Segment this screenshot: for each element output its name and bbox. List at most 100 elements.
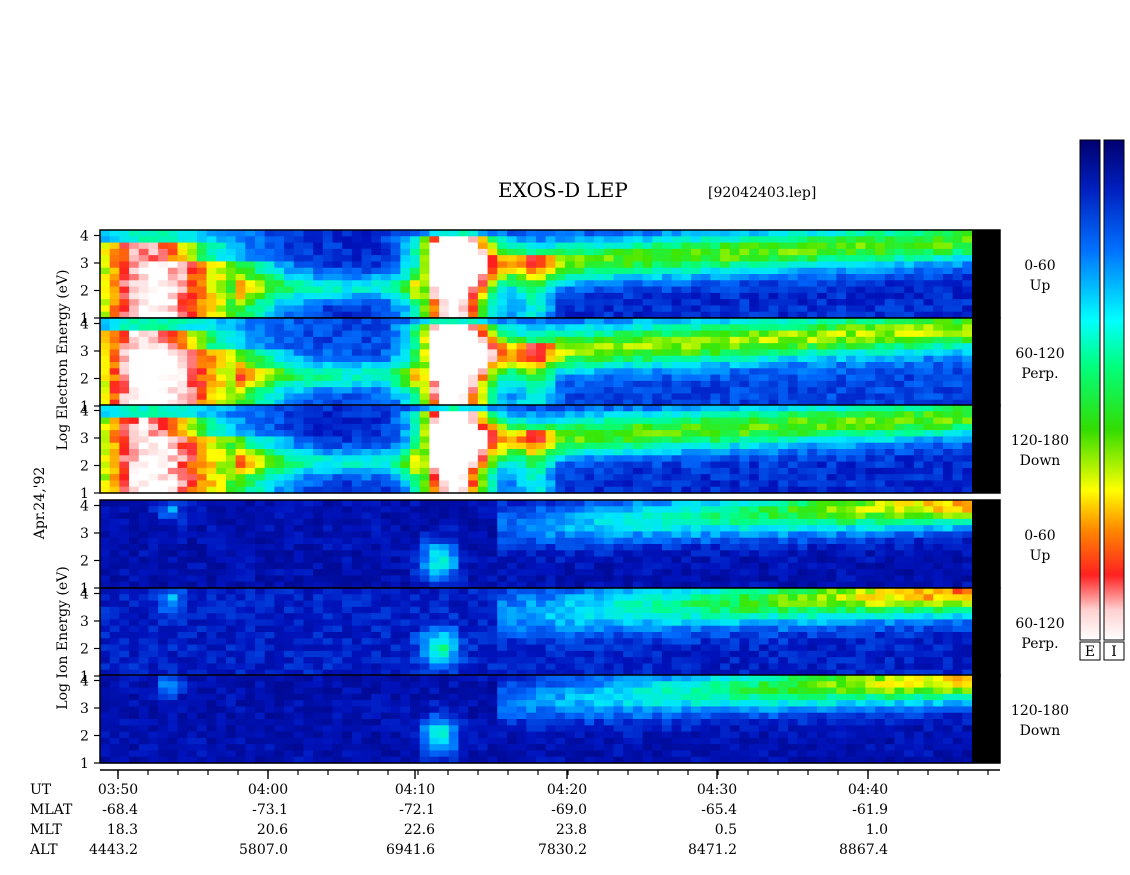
- heatmap-cell: [691, 368, 702, 376]
- heatmap-cell: [216, 349, 227, 357]
- heatmap-cell: [691, 399, 702, 407]
- heatmap-cell: [255, 500, 266, 507]
- heatmap-cell: [855, 387, 867, 395]
- heatmap-cell: [138, 355, 150, 363]
- heatmap-cell: [439, 506, 450, 514]
- heatmap-cell: [351, 449, 363, 456]
- heatmap-cell: [545, 336, 556, 344]
- heatmap-cell: [691, 362, 702, 369]
- heatmap-cell: [477, 274, 489, 281]
- heatmap-cell: [913, 480, 925, 488]
- heatmap-cell: [933, 267, 944, 275]
- heatmap-cell: [177, 506, 188, 514]
- heatmap-cell: [148, 411, 159, 419]
- heatmap-cell: [274, 318, 285, 325]
- heatmap-cell: [865, 324, 876, 332]
- heatmap-cell: [642, 236, 653, 244]
- heatmap-cell: [865, 242, 876, 250]
- heatmap-cell: [623, 374, 634, 382]
- heatmap-cell: [846, 537, 857, 545]
- heatmap-cell: [623, 550, 634, 558]
- heatmap-cell: [342, 274, 353, 281]
- heatmap-cell: [816, 230, 828, 237]
- heatmap-cell: [342, 292, 353, 300]
- heatmap-cell: [720, 324, 731, 332]
- heatmap-cell: [342, 368, 353, 376]
- heatmap-cell: [545, 411, 556, 419]
- heatmap-cell: [138, 430, 150, 438]
- heatmap-cell: [526, 423, 537, 431]
- heatmap-cell: [264, 336, 275, 344]
- heatmap-cell: [671, 248, 682, 256]
- heatmap-cell: [264, 280, 275, 288]
- heatmap-cell: [458, 267, 469, 275]
- heatmap-cell: [351, 537, 363, 545]
- heatmap-cell: [526, 449, 537, 456]
- heatmap-cell: [913, 442, 925, 450]
- heatmap-cell: [584, 550, 595, 558]
- heatmap-cell: [177, 569, 188, 577]
- heatmap-cell: [778, 569, 789, 577]
- heatmap-cell: [603, 292, 615, 300]
- heatmap-cell: [516, 581, 527, 589]
- heatmap-cell: [933, 486, 944, 494]
- heatmap-cell: [380, 531, 392, 539]
- heatmap-cell: [439, 525, 450, 533]
- heatmap-cell: [158, 550, 169, 558]
- heatmap-cell: [778, 274, 789, 281]
- heatmap-cell: [167, 236, 179, 244]
- heatmap-cell: [255, 280, 266, 288]
- heatmap-cell: [390, 474, 401, 482]
- heatmap-cell: [100, 336, 111, 344]
- heatmap-cell: [584, 556, 595, 564]
- heatmap-cell: [109, 569, 120, 577]
- heatmap-cell: [274, 236, 285, 244]
- heatmap-cell: [671, 374, 682, 382]
- heatmap-cell: [846, 380, 857, 388]
- heatmap-cell: [351, 455, 363, 463]
- heatmap-cell: [419, 525, 431, 533]
- heatmap-cell: [875, 423, 886, 431]
- heatmap-cell: [448, 480, 460, 488]
- heatmap-cell: [807, 518, 818, 526]
- heatmap-cell: [894, 336, 905, 344]
- heatmap-cell: [933, 362, 944, 369]
- heatmap-cell: [894, 230, 905, 237]
- heatmap-cell: [526, 581, 537, 589]
- heatmap-cell: [584, 399, 595, 407]
- heatmap-cell: [361, 242, 372, 250]
- heatmap-cell: [555, 380, 566, 388]
- heatmap-cell: [351, 512, 363, 520]
- heatmap-cell: [274, 486, 285, 494]
- heatmap-cell: [342, 374, 353, 382]
- heatmap-cell: [787, 292, 799, 300]
- heatmap-cell: [894, 556, 905, 564]
- heatmap-cell: [225, 387, 237, 395]
- heatmap-cell: [632, 550, 644, 558]
- heatmap-cell: [206, 405, 217, 412]
- heatmap-cell: [923, 480, 934, 488]
- heatmap-cell: [390, 248, 401, 256]
- heatmap-cell: [468, 550, 479, 558]
- heatmap-cell: [594, 518, 605, 526]
- heatmap-cell: [371, 518, 382, 526]
- heatmap-cell: [613, 236, 624, 244]
- heatmap-cell: [623, 449, 634, 456]
- heatmap-cell: [826, 267, 837, 275]
- heatmap-cell: [477, 500, 489, 507]
- heatmap-cell: [787, 423, 799, 431]
- heatmap-cell: [545, 486, 556, 494]
- heatmap-cell: [545, 368, 556, 376]
- heatmap-cell: [129, 430, 140, 438]
- heatmap-cell: [148, 330, 159, 338]
- heatmap-cell: [313, 461, 324, 469]
- heatmap-cell: [380, 411, 392, 419]
- heatmap-cell: [196, 318, 208, 325]
- heatmap-cell: [419, 399, 431, 407]
- heatmap-cell: [196, 449, 208, 456]
- heatmap-cell: [448, 292, 460, 300]
- heatmap-cell: [855, 581, 867, 589]
- heatmap-cell: [351, 374, 363, 382]
- heatmap-cell: [506, 556, 518, 564]
- heatmap-cell: [332, 255, 343, 263]
